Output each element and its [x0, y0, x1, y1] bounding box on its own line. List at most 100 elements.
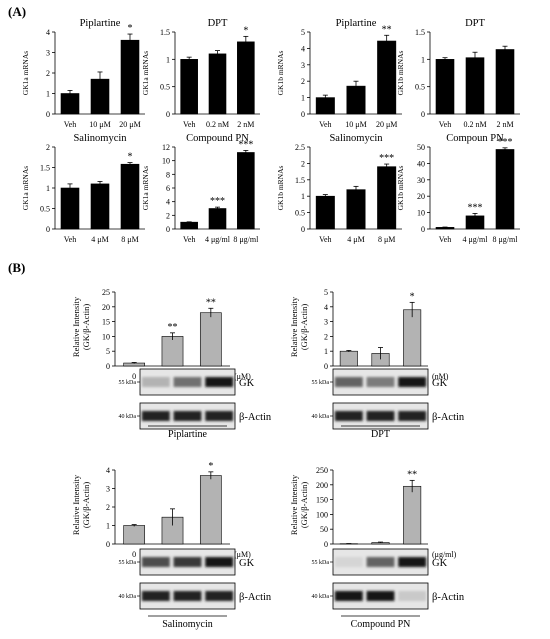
y-axis-label: Relative Intensity(GK/β-Actin) — [289, 474, 309, 535]
chart-6: Compound PN 0 2 4 6 8 10 12 GK1a mRNAs Veh *** 4 μg… — [141, 133, 260, 244]
y-axis-label: GK1b mRNAs — [276, 51, 285, 96]
y-tick-label: 200 — [316, 481, 328, 490]
bar — [199, 475, 222, 545]
significance-marker: ** — [407, 469, 417, 480]
blot-band — [205, 591, 234, 601]
y-tick-label: 0 — [421, 110, 425, 119]
x-tick-label: Veh — [64, 235, 76, 244]
x-tick-label: Veh — [319, 235, 331, 244]
x-tick-label: Veh — [439, 235, 451, 244]
x-tick-label: 4 μg/ml — [205, 235, 231, 244]
y-tick-label: 2.5 — [295, 143, 305, 152]
blot-band — [205, 377, 234, 387]
y-tick-label: 100 — [316, 510, 328, 519]
blot-label-gk: GK — [432, 558, 448, 569]
chart-5: Salinomycin 0 0.5 1 1.5 2 GK1a mRNAs Veh 4 μM * 8 … — [21, 133, 145, 244]
size-marker-label: 40 kDa — [312, 414, 330, 420]
size-marker-label: 40 kDa — [312, 594, 330, 600]
chart-4: DPT 0 0.5 1 1.5 GK1b mRNAs Veh 0.2 nM 2 nM — [396, 18, 520, 129]
y-tick-label: 0.5 — [295, 209, 305, 218]
blot-band — [173, 557, 202, 567]
y-axis-label: Relative Intensity(GK/β-Actin) — [71, 296, 91, 357]
bar — [403, 485, 422, 545]
condition-label: DPT — [371, 429, 390, 440]
bar — [208, 208, 227, 230]
y-tick-label: 40 — [417, 159, 425, 168]
blot-band — [334, 411, 363, 421]
x-unit-label: (μM) — [234, 550, 251, 559]
blot-band — [334, 377, 363, 387]
x-tick-label: 0.2 nM — [206, 120, 229, 129]
size-marker-label: 40 kDa — [119, 594, 137, 600]
y-tick-label: 4 — [166, 198, 170, 207]
y-tick-label: 10 — [102, 332, 110, 341]
chart-title: Compound PN — [186, 133, 249, 144]
blot-band — [366, 377, 395, 387]
bar — [199, 312, 222, 367]
blot-band — [334, 591, 363, 601]
blot-band — [366, 411, 395, 421]
blot-label-gk: GK — [239, 558, 255, 569]
x-tick-label: 8 μg/ml — [493, 235, 519, 244]
bar — [208, 53, 227, 115]
western-blots: GK 55 kDa β-Actin 40 kDa Piplartine GK 55 kDa β… — [119, 368, 465, 630]
y-tick-label: 15 — [102, 318, 110, 327]
y-tick-label: 1 — [106, 522, 110, 531]
y-tick-label: 0 — [106, 540, 110, 549]
y-tick-label: 3 — [106, 485, 110, 494]
y-axis-label: Relative Intensity(GK/β-Actin) — [71, 474, 91, 535]
significance-marker: * — [128, 23, 133, 34]
blot-band — [366, 591, 395, 601]
y-tick-label: 5 — [324, 288, 328, 297]
y-tick-label: 1 — [46, 184, 50, 193]
x-unit-label: (nM) — [432, 372, 449, 381]
chart-title: DPT — [465, 18, 485, 29]
y-tick-label: 0 — [301, 110, 305, 119]
x-tick-label: 2 nM — [237, 120, 254, 129]
y-tick-label: 10 — [417, 209, 425, 218]
y-tick-label: 3 — [46, 49, 50, 58]
y-tick-label: 0 — [166, 225, 170, 234]
significance-marker: ** — [206, 297, 216, 308]
blot-2: GK 55 kDa β-Actin 40 kDa DPT — [312, 368, 465, 440]
chart-title: DPT — [208, 18, 228, 29]
condition-label: Salinomycin — [162, 619, 213, 630]
bar — [237, 152, 255, 230]
bar — [120, 163, 140, 230]
blot-band — [141, 411, 170, 421]
y-tick-label: 0 — [46, 225, 50, 234]
chart-12: 0 50 100 150 200 250 Relative Intensity(GK/β-A… — [289, 466, 457, 559]
y-tick-label: 0 — [46, 110, 50, 119]
y-tick-label: 1.5 — [160, 28, 170, 37]
y-tick-label: 50 — [417, 143, 425, 152]
chart-title: Compoun PN — [446, 133, 504, 144]
y-tick-label: 30 — [417, 176, 425, 185]
bar — [90, 183, 110, 230]
bar — [377, 166, 397, 230]
x-tick-label: Veh — [183, 235, 195, 244]
blot-label-actin: β-Actin — [432, 592, 465, 603]
x-tick-label: 20 μM — [376, 120, 397, 129]
y-axis-label: GK1a mRNAs — [141, 166, 150, 210]
y-tick-label: 1 — [301, 192, 305, 201]
panel-label-b: (B) — [8, 260, 25, 275]
x-tick-label: 8 μg/ml — [233, 235, 259, 244]
x-tick-label: 2 nM — [496, 120, 513, 129]
x-tick-label: 10 μM — [345, 120, 366, 129]
blot-label-gk: GK — [432, 378, 448, 389]
y-tick-label: 150 — [316, 496, 328, 505]
chart-7: Salinomycin 0 0.5 1 1.5 2 2.5 GK1b mRNAs Veh 4 μM… — [276, 133, 402, 244]
y-tick-label: 0 — [166, 110, 170, 119]
significance-marker: ** — [382, 24, 392, 35]
y-tick-label: 2 — [166, 211, 170, 220]
bar — [495, 149, 515, 230]
panel-label-a: (A) — [8, 4, 26, 19]
condition-label: Compound PN — [351, 619, 411, 630]
significance-marker: *** — [238, 139, 253, 150]
bar — [339, 350, 358, 367]
y-tick-label: 6 — [166, 184, 170, 193]
chart-title: Piplartine — [80, 18, 121, 29]
chart-3: Piplartine 0 1 2 3 4 5 GK1b mRNAs Veh 10 μM ** 20 μ… — [276, 18, 402, 129]
